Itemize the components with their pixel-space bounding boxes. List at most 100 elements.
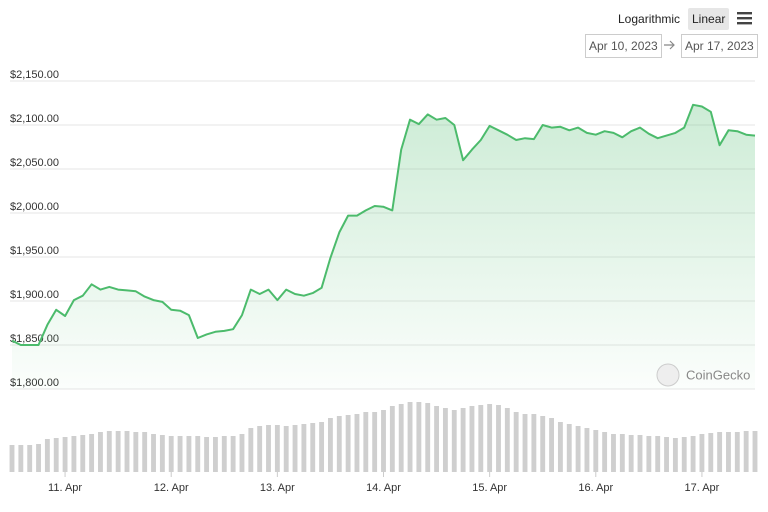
volume-bar xyxy=(504,408,510,472)
volume-bar xyxy=(646,436,652,472)
volume-bar xyxy=(381,410,386,472)
x-tick-label: 15. Apr xyxy=(472,482,507,494)
volume-bar xyxy=(566,424,572,472)
volume-bar xyxy=(301,424,307,472)
volume-bar xyxy=(619,434,625,472)
volume-bar xyxy=(743,431,749,472)
volume-bar xyxy=(248,428,254,472)
volume-bar xyxy=(487,404,493,472)
watermark: CoinGecko xyxy=(686,367,750,382)
volume-bar xyxy=(690,436,696,472)
y-tick-label: $2,100.00 xyxy=(10,113,59,125)
volume-bar xyxy=(36,444,41,472)
volume-bar xyxy=(18,445,24,472)
volume-bar xyxy=(540,416,546,472)
volume-bar xyxy=(80,435,86,472)
volume-bar xyxy=(407,402,413,472)
x-tick-label: 14. Apr xyxy=(366,482,401,494)
date-to[interactable]: Apr 17, 2023 xyxy=(681,34,758,58)
y-tick-label: $1,950.00 xyxy=(10,245,59,257)
price-area xyxy=(12,104,755,390)
volume-bar xyxy=(336,416,342,472)
volume-bar xyxy=(133,432,139,472)
y-tick-label: $2,150.00 xyxy=(10,69,59,81)
x-tick-label: 11. Apr xyxy=(48,482,82,494)
volume-bar xyxy=(239,434,245,472)
volume-bar xyxy=(389,406,395,472)
volume-bar xyxy=(398,404,404,472)
volume-bar xyxy=(513,412,519,472)
x-tick-label: 17. Apr xyxy=(684,482,719,494)
volume-bar xyxy=(363,412,369,472)
volume-bar xyxy=(177,436,183,472)
volume-bar xyxy=(310,423,316,472)
volume-bar xyxy=(522,414,528,472)
volume-bar xyxy=(292,425,298,472)
volume-bar xyxy=(425,403,431,472)
volume-bar xyxy=(584,428,590,472)
volume-bar xyxy=(602,432,608,472)
scale-button[interactable]: Linear xyxy=(688,8,730,30)
volume-bar xyxy=(124,431,130,472)
volume-bar xyxy=(62,437,68,472)
volume-bar xyxy=(354,414,360,472)
volume-bar xyxy=(195,436,201,472)
volume-bar xyxy=(681,437,687,472)
volume-bar xyxy=(442,408,448,472)
volume-bar xyxy=(549,418,554,472)
volume-bar xyxy=(221,436,227,472)
volume-bar xyxy=(531,414,537,472)
volume-bar xyxy=(71,436,77,472)
volume-bar xyxy=(204,437,210,472)
volume-bar xyxy=(159,435,165,472)
volume-bar xyxy=(115,431,121,472)
volume-bar xyxy=(557,422,563,472)
volume-bar xyxy=(53,438,59,472)
volume-bar xyxy=(89,434,95,472)
menu-icon[interactable] xyxy=(737,12,752,25)
volume-bar xyxy=(213,437,218,472)
volume-bar xyxy=(283,426,289,472)
volume-bar xyxy=(726,432,731,472)
volume-bar xyxy=(416,402,422,472)
volume-bar xyxy=(27,445,33,472)
volume-bar xyxy=(434,406,440,472)
volume-bar xyxy=(451,410,457,472)
x-tick-label: 16. Apr xyxy=(578,482,613,494)
volume-bar xyxy=(460,408,466,472)
volume-bar xyxy=(637,435,643,472)
volume-bar xyxy=(593,430,599,472)
volume-bar xyxy=(752,431,758,472)
scale-button[interactable]: Logarithmic xyxy=(618,12,681,26)
volume-bar xyxy=(628,435,634,472)
y-tick-label: $1,900.00 xyxy=(10,289,59,301)
volume-bar xyxy=(345,415,351,472)
volume-bar xyxy=(266,425,271,472)
volume-bar xyxy=(372,412,378,472)
volume-bar xyxy=(319,422,325,472)
volume-bar xyxy=(469,406,475,472)
volume-bar xyxy=(44,439,50,472)
volume-bar xyxy=(9,445,15,472)
volume-bar xyxy=(168,436,174,472)
volume-bar xyxy=(672,438,678,472)
volume-bar xyxy=(142,432,148,472)
x-tick-label: 12. Apr xyxy=(154,482,189,494)
volume-bar xyxy=(98,432,103,472)
date-from[interactable]: Apr 10, 2023 xyxy=(585,34,662,58)
arrow-icon xyxy=(664,40,675,50)
price-line xyxy=(11,103,756,346)
volume-bar xyxy=(257,426,263,472)
volume-bar xyxy=(575,426,581,472)
volume-bar xyxy=(151,434,156,472)
y-tick-label: $2,050.00 xyxy=(10,157,59,169)
volume-bar xyxy=(496,405,501,472)
y-tick-label: $2,000.00 xyxy=(10,201,59,213)
volume-bar xyxy=(186,436,192,472)
volume-bar xyxy=(708,433,714,472)
volume-bar xyxy=(230,436,236,472)
volume-bar xyxy=(734,432,740,472)
volume-bar xyxy=(611,434,616,472)
